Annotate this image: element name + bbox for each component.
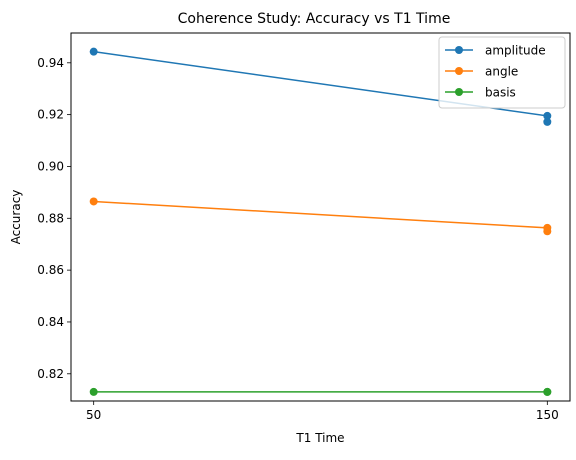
x-axis-label: T1 Time: [295, 431, 344, 445]
data-point-angle-0: [89, 197, 98, 206]
data-point-basis-2: [543, 387, 552, 396]
x-tick-label: 150: [536, 408, 559, 422]
y-axis-label: Accuracy: [9, 190, 23, 245]
y-tick-label: 0.86: [37, 263, 64, 277]
y-tick-label: 0.92: [37, 108, 64, 122]
legend-box: [438, 36, 566, 109]
axes: 50 150 0.82 0.84 0.86 0.88 0.90 0.92 0.94: [37, 56, 558, 422]
legend-marker-basis: [455, 88, 463, 96]
y-tick-label: 0.90: [37, 159, 64, 173]
y-tick-label: 0.82: [37, 367, 64, 381]
legend-label-amplitude: amplitude: [485, 44, 546, 58]
y-tick-label: 0.88: [37, 211, 64, 225]
data-point-amplitude-1: [543, 111, 552, 120]
data-point-basis-0: [89, 387, 98, 396]
data-point-angle-2: [543, 227, 552, 236]
legend-marker-angle: [455, 67, 463, 75]
legend: amplitude angle basis: [438, 36, 566, 109]
legend-marker-amplitude: [455, 46, 463, 54]
x-tick-label: 50: [86, 408, 101, 422]
y-tick-label: 0.94: [37, 56, 64, 70]
y-tick-label: 0.84: [37, 315, 64, 329]
legend-label-basis: basis: [485, 86, 516, 100]
data-point-amplitude-2: [543, 117, 552, 126]
legend-label-angle: angle: [485, 65, 518, 79]
plot-area: [89, 47, 552, 396]
plot-frame: [70, 32, 571, 402]
data-point-amplitude-0: [89, 47, 98, 56]
chart-title: Coherence Study: Accuracy vs T1 Time: [178, 11, 451, 27]
